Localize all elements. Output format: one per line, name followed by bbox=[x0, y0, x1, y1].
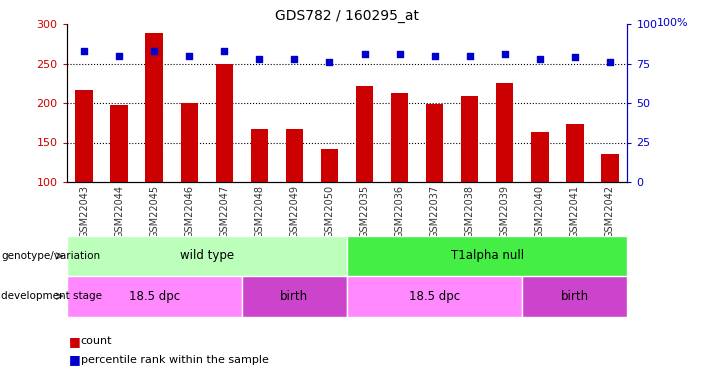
Point bbox=[79, 48, 90, 54]
Text: GSM22049: GSM22049 bbox=[290, 184, 299, 238]
Point bbox=[289, 56, 300, 62]
Text: GSM22046: GSM22046 bbox=[184, 184, 194, 238]
Text: count: count bbox=[81, 336, 112, 346]
Point bbox=[464, 53, 475, 59]
Text: genotype/variation: genotype/variation bbox=[1, 251, 100, 261]
Text: T1alpha null: T1alpha null bbox=[451, 249, 524, 262]
Bar bbox=[242, 276, 347, 317]
Text: GSM22050: GSM22050 bbox=[325, 184, 334, 238]
Text: percentile rank within the sample: percentile rank within the sample bbox=[81, 355, 268, 365]
Bar bbox=[566, 124, 583, 182]
Text: ■: ■ bbox=[69, 354, 81, 366]
Point bbox=[324, 59, 335, 65]
Bar bbox=[111, 105, 128, 182]
Text: GSM22035: GSM22035 bbox=[360, 184, 369, 238]
Text: GSM22037: GSM22037 bbox=[430, 184, 440, 238]
Point bbox=[394, 51, 405, 57]
Text: wild type: wild type bbox=[179, 249, 234, 262]
Text: development stage: development stage bbox=[1, 291, 102, 301]
Point bbox=[219, 48, 230, 54]
Title: GDS782 / 160295_at: GDS782 / 160295_at bbox=[275, 9, 419, 23]
Bar bbox=[251, 129, 268, 182]
Point bbox=[149, 48, 160, 54]
Bar bbox=[531, 132, 548, 182]
Point bbox=[604, 59, 615, 65]
Point bbox=[114, 53, 125, 59]
Text: GSM22044: GSM22044 bbox=[114, 184, 124, 238]
Point bbox=[499, 51, 510, 57]
Text: GSM22048: GSM22048 bbox=[254, 184, 264, 238]
Text: GSM22042: GSM22042 bbox=[605, 184, 615, 238]
Bar bbox=[426, 104, 443, 182]
Bar bbox=[347, 276, 522, 317]
Text: GSM22040: GSM22040 bbox=[535, 184, 545, 238]
Bar bbox=[461, 96, 478, 182]
Text: birth: birth bbox=[561, 290, 589, 303]
Text: 18.5 dpc: 18.5 dpc bbox=[129, 290, 179, 303]
Bar bbox=[67, 236, 347, 276]
Bar bbox=[320, 149, 338, 182]
Bar bbox=[347, 236, 627, 276]
Point bbox=[569, 54, 580, 60]
Point bbox=[184, 53, 195, 59]
Text: 18.5 dpc: 18.5 dpc bbox=[409, 290, 460, 303]
Text: GSM22038: GSM22038 bbox=[465, 184, 475, 238]
Bar bbox=[216, 64, 233, 182]
Point bbox=[429, 53, 440, 59]
Text: GSM22043: GSM22043 bbox=[79, 184, 89, 238]
Text: GSM22041: GSM22041 bbox=[570, 184, 580, 238]
Bar bbox=[601, 154, 618, 182]
Text: ■: ■ bbox=[69, 335, 81, 348]
Bar bbox=[181, 103, 198, 182]
Bar bbox=[355, 86, 373, 182]
Bar bbox=[67, 276, 242, 317]
Text: birth: birth bbox=[280, 290, 308, 303]
Bar bbox=[496, 84, 513, 182]
Bar bbox=[522, 276, 627, 317]
Y-axis label: 100%: 100% bbox=[656, 18, 688, 28]
Point bbox=[534, 56, 545, 62]
Bar bbox=[391, 93, 408, 182]
Bar bbox=[286, 129, 303, 182]
Point bbox=[254, 56, 265, 62]
Bar bbox=[76, 90, 93, 182]
Text: GSM22047: GSM22047 bbox=[219, 184, 229, 238]
Bar bbox=[146, 33, 163, 182]
Text: GSM22039: GSM22039 bbox=[500, 184, 510, 238]
Text: GSM22045: GSM22045 bbox=[149, 184, 159, 238]
Point bbox=[359, 51, 370, 57]
Text: GSM22036: GSM22036 bbox=[395, 184, 404, 238]
